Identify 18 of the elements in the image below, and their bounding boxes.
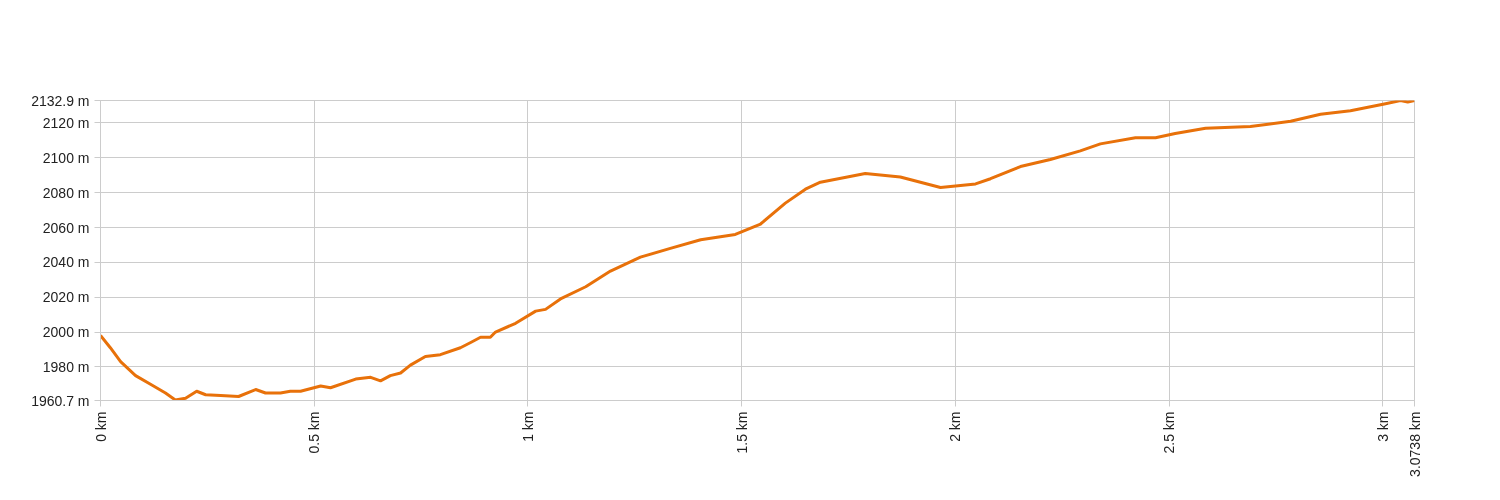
y-tick-label: 2120 m: [42, 114, 90, 131]
y-tick-label: 2060 m: [42, 219, 90, 236]
x-tick-label: 1 km: [519, 411, 536, 442]
y-tick-label: 2100 m: [42, 149, 90, 166]
x-tick-label: 3 km: [1374, 411, 1391, 442]
x-tick-label: 0.5 km: [306, 411, 323, 454]
y-tick-label: 2040 m: [42, 254, 90, 271]
y-tick-label: 1980 m: [42, 358, 90, 375]
y-tick-label: 2000 m: [42, 324, 90, 341]
y-tick-label: 1960.7 m: [31, 392, 90, 409]
x-tick-label: 0 km: [92, 411, 109, 442]
y-tick-label: 2132.9 m: [31, 92, 90, 109]
y-tick-label: 2020 m: [42, 289, 90, 306]
x-tick-label: 1.5 km: [733, 411, 750, 454]
y-tick-label: 2080 m: [42, 184, 90, 201]
x-tick-label: 3.0738 km: [1406, 411, 1423, 477]
x-tick-label: 2 km: [947, 411, 964, 442]
x-tick-label: 2.5 km: [1161, 411, 1178, 454]
